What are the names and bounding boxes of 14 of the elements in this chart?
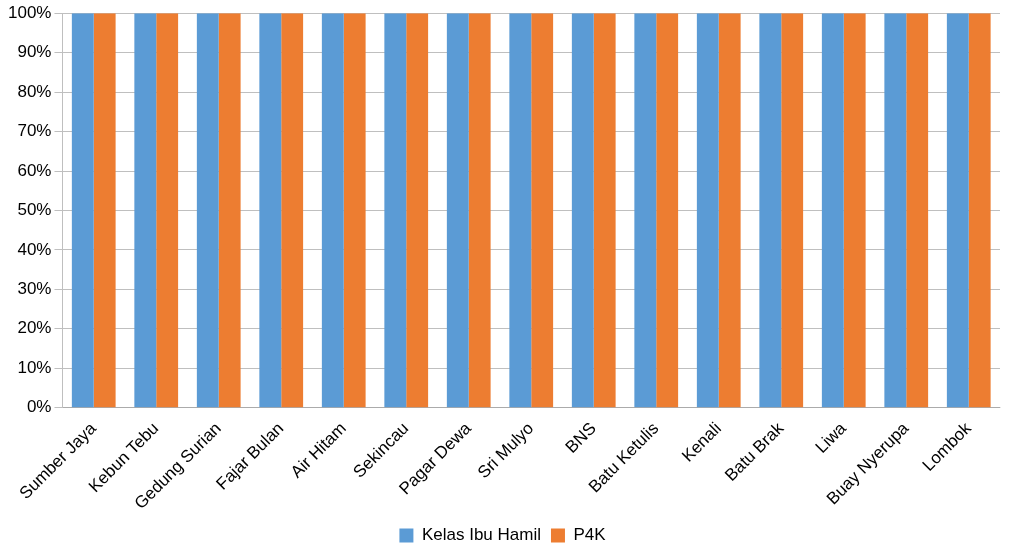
y-tick-label: 0% <box>26 397 52 417</box>
y-tick-label: 70% <box>17 121 52 141</box>
y-tick-label: 90% <box>17 42 52 62</box>
y-tick-label: 10% <box>17 357 52 377</box>
legend-label: P4K <box>573 525 607 545</box>
x-tick-label: Liwa <box>811 418 851 457</box>
y-tick-label: 20% <box>17 318 52 338</box>
y-tick-label: 30% <box>17 279 52 299</box>
y-tick-label: 50% <box>17 200 52 220</box>
legend-label: Kelas Ibu Hamil <box>421 525 541 545</box>
y-tick-label: 80% <box>17 81 52 101</box>
y-tick-label: 40% <box>17 239 52 259</box>
y-tick-label: 100% <box>8 2 52 22</box>
y-tick-label: 60% <box>17 160 52 180</box>
